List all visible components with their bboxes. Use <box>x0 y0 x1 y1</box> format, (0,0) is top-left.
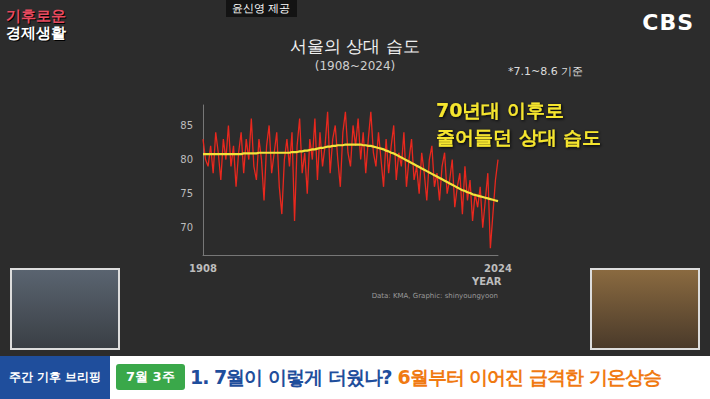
html-text:경제생활: 경제생활 <box>6 24 66 42</box>
svg-text:80: 80 <box>180 154 193 165</box>
svg-text:*7.1~8.6 기준: *7.1~8.6 기준 <box>508 65 583 78</box>
svg-text:70년대 이후로: 70년대 이후로 <box>436 99 564 121</box>
svg-text:1908: 1908 <box>189 263 217 274</box>
svg-text:YEAR: YEAR <box>471 276 502 287</box>
svg-text:70: 70 <box>180 222 193 233</box>
svg-text:Data: KMA, Graphic: shinyoungy: Data: KMA, Graphic: shinyoungyoon <box>372 292 498 300</box>
svg-text:줄어들던 상대 습도: 줄어들던 상대 습도 <box>436 126 601 148</box>
svg-text:75: 75 <box>180 188 193 199</box>
svg-text:(1908~2024): (1908~2024) <box>315 59 396 73</box>
svg-text:85: 85 <box>180 120 193 131</box>
svg-text:서울의 상대 습도: 서울의 상대 습도 <box>290 36 420 56</box>
svg-text:2024: 2024 <box>484 263 512 274</box>
html-text:기후로운: 기후로운 <box>6 7 66 25</box>
html-text:CBS: CBS <box>642 10 694 35</box>
html-text:주간 기후 브리핑: 주간 기후 브리핑 <box>8 370 102 384</box>
html-text:1. 7월이 이렇게 더웠나? 6월부터 이어진 급격한 기: 1. 7월이 이렇게 더웠나? 6월부터 이어진 급격한 기온상승 <box>190 365 661 388</box>
html-text:7월 3주: 7월 3주 <box>126 369 175 384</box>
html-text:윤신영 제공: 윤신영 제공 <box>232 2 291 15</box>
